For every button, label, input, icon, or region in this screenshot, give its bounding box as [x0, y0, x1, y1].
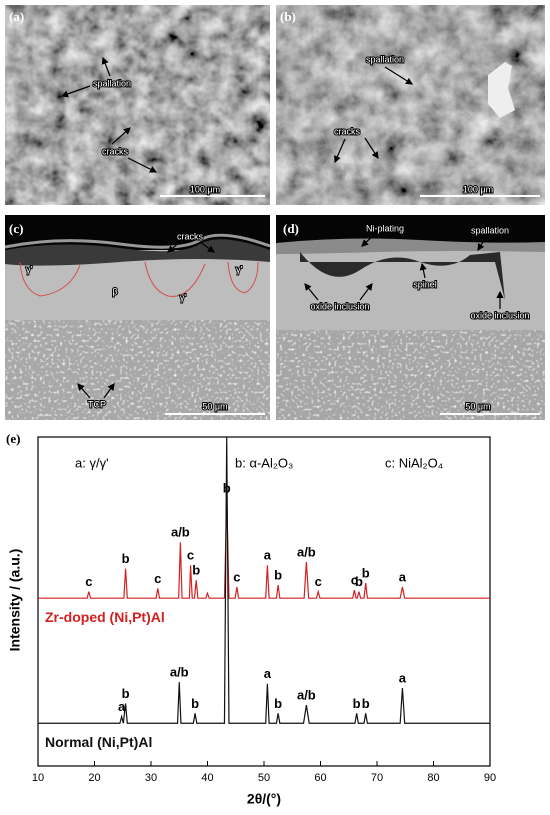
- peak-label: c: [351, 572, 358, 587]
- peak-label: c: [85, 574, 92, 589]
- spectrum-line: [38, 497, 490, 599]
- panel-label: (b): [280, 9, 296, 24]
- panel-b: (b) spallation cracks 100 μm: [276, 5, 545, 205]
- annotation: cracks: [334, 126, 361, 136]
- annotation: γ': [26, 264, 33, 274]
- x-tick-label: 40: [201, 772, 213, 784]
- panel-d: (d) Ni-plating spallation spinel oxide i…: [276, 215, 545, 420]
- x-tick-label: 90: [484, 772, 496, 784]
- peak-label: b: [122, 686, 130, 701]
- panel-c: (c) cracks γ' β γ' γ' TCP 50 μm: [4, 215, 271, 420]
- x-tick-label: 80: [427, 772, 439, 784]
- peak-label: b: [353, 696, 361, 711]
- x-tick-label: 10: [32, 772, 44, 784]
- peak-label: b: [355, 574, 363, 589]
- panel-label: (a): [9, 9, 24, 24]
- panel-label: (e): [6, 431, 20, 446]
- peak-label: a: [399, 569, 407, 584]
- annotation: spallation: [471, 225, 509, 235]
- peak-label: a/b: [297, 688, 316, 703]
- x-tick-label: 30: [145, 772, 157, 784]
- phase-key: b: α-Al₂O₃: [235, 455, 293, 470]
- peak-label: a: [399, 670, 407, 685]
- peak-label: a: [118, 699, 126, 714]
- peak-label: b: [191, 696, 199, 711]
- series-label: Normal (Ni,Pt)Al: [45, 734, 152, 750]
- panel-a: (a) spallation cracks 100 μm: [5, 5, 270, 205]
- x-axis-label: 2θ/(°): [247, 791, 281, 807]
- annotation: oxide inclusion: [470, 310, 529, 320]
- x-tick-label: 50: [258, 772, 270, 784]
- peak-label: b: [362, 566, 370, 581]
- scale-bar-label: 100 μm: [190, 184, 220, 194]
- annotation: γ': [180, 292, 187, 302]
- peak-label: b: [274, 567, 282, 582]
- annotation: Ni-plating: [366, 223, 404, 233]
- peak-label: a/b: [297, 544, 316, 559]
- annotation: cracks: [177, 231, 204, 241]
- annotation: spallation: [366, 54, 404, 64]
- y-axis-label: Intensity / (a.u.): [7, 549, 23, 652]
- micrograph: [5, 5, 270, 205]
- peak-label: a: [264, 548, 272, 563]
- peak-label: b: [274, 696, 282, 711]
- peak-label: a: [264, 666, 272, 681]
- panel-label: (c): [9, 221, 23, 236]
- annotation: oxide inclusion: [310, 301, 369, 311]
- scale-bar-label: 100 μm: [463, 184, 493, 194]
- annotation: TCP: [88, 399, 106, 409]
- peak-label: b: [362, 696, 370, 711]
- annotation: spallation: [93, 78, 131, 88]
- spectrum-line: [38, 436, 490, 724]
- peak-label: b: [192, 563, 200, 578]
- x-tick-label: 70: [371, 772, 383, 784]
- peak-label: c: [154, 571, 161, 586]
- peak-label: a/b: [170, 665, 189, 680]
- annotation: β: [112, 286, 117, 296]
- plot-frame: [37, 436, 491, 767]
- phase-key: c: NiAl₂O₄: [385, 455, 443, 470]
- phase-key: a: γ/γ': [75, 455, 109, 470]
- x-tick-label: 20: [88, 772, 100, 784]
- peak-label: b: [122, 551, 130, 566]
- scale-bar-label: 50 μm: [202, 401, 227, 411]
- x-tick-label: 60: [314, 772, 326, 784]
- peak-label: c: [187, 548, 194, 563]
- peak-label: a/b: [171, 525, 190, 540]
- annotation: γ': [236, 264, 243, 274]
- panel-label: (d): [283, 221, 299, 236]
- peak-label: c: [233, 569, 240, 584]
- annotation: spinel: [413, 279, 437, 289]
- peak-label: c: [315, 574, 322, 589]
- series-label: Zr-doped (Ni,Pt)Al: [45, 609, 165, 625]
- scale-bar-label: 50 μm: [465, 401, 490, 411]
- annotation: cracks: [102, 146, 129, 156]
